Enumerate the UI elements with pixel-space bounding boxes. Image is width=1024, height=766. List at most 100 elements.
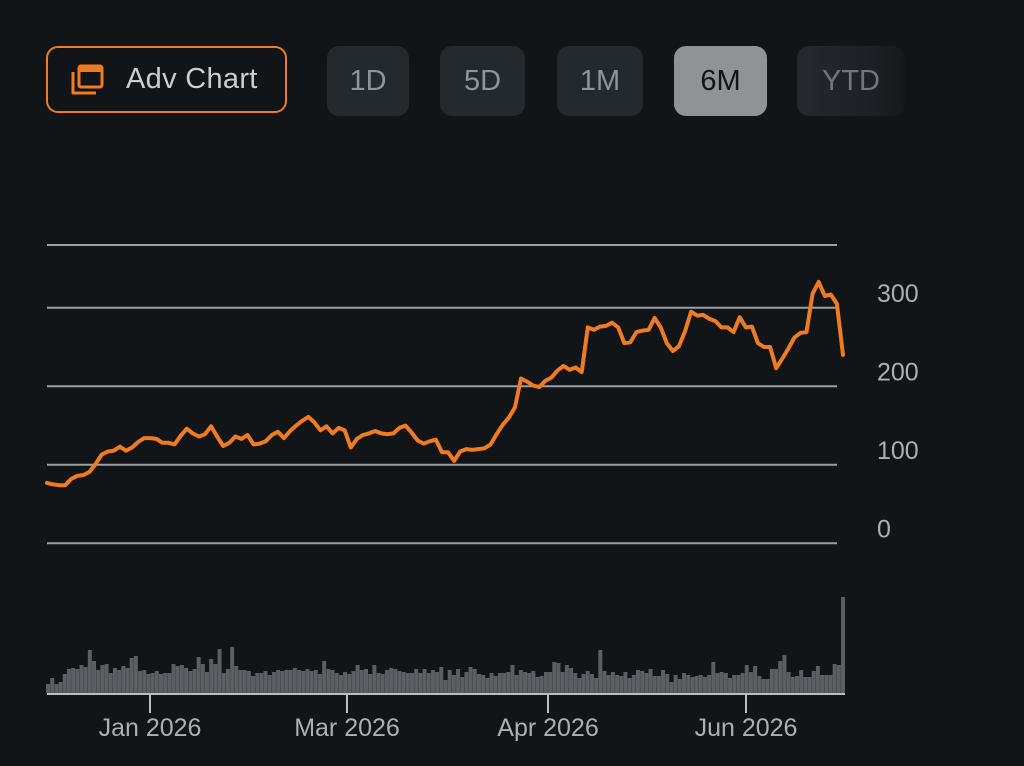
range-button-1d[interactable]: 1D	[327, 46, 409, 116]
volume-bar	[623, 672, 628, 693]
volume-bar	[631, 675, 636, 693]
volume-bar	[384, 670, 389, 693]
volume-bar	[715, 673, 720, 693]
volume-bar	[372, 665, 377, 693]
volume-bar	[92, 661, 97, 693]
price-line	[45, 279, 845, 488]
volume-bar	[824, 675, 829, 693]
volume-bar	[606, 675, 611, 693]
range-button-6m[interactable]: 6M	[674, 46, 767, 116]
range-toolbar: Adv Chart 1D 5D 1M 6M YTD	[0, 0, 1024, 130]
volume-bar	[736, 675, 741, 693]
volume-bar	[589, 674, 594, 693]
volume-bar	[209, 659, 214, 693]
volume-bar	[518, 670, 523, 693]
volume-bar	[690, 677, 695, 693]
volume-bar	[213, 664, 218, 693]
adv-chart-button[interactable]: Adv Chart	[46, 46, 287, 113]
volume-bar	[129, 658, 134, 693]
volume-bar	[569, 668, 574, 693]
volume-bar	[656, 676, 661, 693]
volume-bar	[439, 667, 444, 693]
chart-windows-icon	[71, 64, 104, 94]
volume-bar	[803, 677, 808, 693]
volume-bar	[539, 676, 544, 693]
volume-bar	[66, 669, 71, 693]
price-series	[45, 279, 845, 488]
volume-bar	[472, 669, 477, 693]
y-tick-label: 300	[877, 280, 919, 308]
volume-bar	[163, 673, 168, 693]
volume-bar	[502, 673, 507, 693]
volume-bar	[719, 672, 724, 693]
volume-bar	[158, 674, 163, 693]
volume-bar	[811, 671, 816, 693]
volume-bar	[242, 670, 247, 693]
volume-bar	[627, 678, 632, 693]
x-tick-label: Apr 2026	[497, 714, 598, 742]
volume-bar	[698, 675, 703, 693]
volume-bar	[794, 676, 799, 693]
volume-bar	[221, 673, 226, 693]
x-tick-label: Jan 2026	[99, 714, 202, 742]
volume-bar	[267, 675, 272, 693]
volume-bar	[71, 668, 76, 693]
volume-bar	[422, 669, 427, 693]
volume-bar	[351, 671, 356, 693]
volume-bar	[665, 674, 670, 693]
volume-bar	[217, 649, 222, 693]
volume-bar	[100, 665, 105, 693]
volume-bar	[138, 671, 143, 693]
volume-bar	[133, 656, 138, 693]
volume-bar	[188, 671, 193, 693]
volume-bar	[205, 672, 209, 693]
volume-bar	[276, 670, 281, 693]
volume-bar	[230, 647, 235, 693]
volume-bar	[179, 665, 184, 693]
volume-bar	[96, 670, 101, 693]
volume-bar	[196, 657, 201, 693]
volume-bar	[686, 675, 691, 693]
volume-bar	[489, 673, 494, 693]
volume-bar	[577, 678, 582, 693]
range-button-ytd[interactable]: YTD	[797, 46, 905, 116]
volume-bar	[468, 667, 473, 693]
volume-bar	[652, 676, 657, 693]
volume-bar	[46, 684, 50, 693]
volume-bar	[527, 673, 532, 693]
volume-bar	[368, 674, 373, 693]
volume-bar	[523, 672, 527, 693]
volume-bar	[757, 676, 762, 693]
volume-bar	[510, 665, 515, 693]
volume-bar	[288, 670, 293, 693]
volume-bar	[79, 665, 84, 693]
volume-bar	[460, 677, 465, 693]
volume-bar	[836, 665, 841, 693]
volume-bar	[485, 678, 490, 693]
volume-bar	[456, 669, 461, 693]
volume-bar	[728, 678, 733, 693]
volume-bars	[46, 597, 845, 693]
volume-bar	[263, 671, 268, 693]
volume-bar	[54, 684, 59, 693]
volume-bar	[531, 671, 536, 693]
volume-bar	[338, 675, 343, 693]
volume-bar	[828, 675, 833, 693]
volume-bar	[548, 672, 553, 693]
volume-bar	[175, 666, 180, 693]
volume-bar	[707, 675, 712, 693]
volume-bar	[192, 669, 197, 693]
volume-bar	[280, 671, 285, 693]
range-button-1m[interactable]: 1M	[557, 46, 643, 116]
volume-bar	[389, 668, 394, 693]
range-button-5d[interactable]: 5D	[440, 46, 525, 116]
volume-bar	[564, 665, 569, 693]
volume-bar	[154, 671, 159, 693]
volume-bar	[87, 650, 92, 693]
volume-bar	[765, 679, 770, 693]
volume-bar	[343, 672, 348, 693]
volume-bar	[820, 675, 825, 693]
volume-bar	[359, 670, 364, 693]
volume-bar	[790, 677, 795, 693]
volume-bar	[841, 597, 845, 693]
